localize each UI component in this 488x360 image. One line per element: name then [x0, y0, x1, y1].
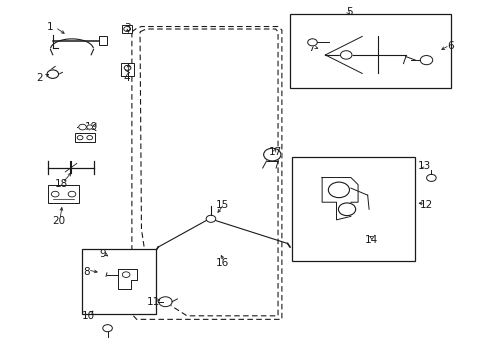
Bar: [289, 14, 449, 88]
Text: 18: 18: [55, 179, 68, 189]
Text: 6: 6: [447, 41, 453, 51]
Text: 12: 12: [419, 200, 432, 210]
Circle shape: [159, 297, 172, 307]
Text: 2: 2: [36, 73, 42, 83]
Bar: [81, 249, 156, 314]
Bar: [99, 36, 107, 45]
Text: 8: 8: [83, 267, 89, 277]
Text: 16: 16: [216, 258, 229, 268]
Circle shape: [419, 55, 432, 65]
Circle shape: [87, 136, 92, 140]
Text: 3: 3: [123, 23, 130, 33]
Text: 4: 4: [123, 73, 130, 83]
Bar: [292, 157, 414, 261]
Circle shape: [102, 325, 112, 332]
Bar: [75, 133, 94, 142]
Circle shape: [340, 51, 351, 59]
Polygon shape: [117, 269, 137, 289]
Text: 14: 14: [364, 235, 377, 245]
Text: 10: 10: [82, 311, 95, 321]
Circle shape: [87, 125, 92, 129]
Circle shape: [77, 136, 83, 140]
Text: 5: 5: [346, 8, 352, 17]
Text: 19: 19: [84, 122, 98, 132]
Text: 17: 17: [268, 147, 282, 157]
Text: 1: 1: [47, 22, 54, 32]
Text: 13: 13: [417, 161, 430, 171]
Circle shape: [68, 191, 76, 197]
Text: 11: 11: [146, 297, 160, 307]
Text: 20: 20: [52, 216, 65, 226]
Circle shape: [47, 70, 59, 78]
Circle shape: [327, 182, 349, 198]
Text: 15: 15: [216, 200, 229, 210]
Bar: [122, 25, 132, 33]
Text: 7: 7: [307, 43, 314, 53]
Circle shape: [51, 191, 59, 197]
Circle shape: [122, 272, 130, 278]
Bar: [121, 63, 134, 76]
Circle shape: [206, 215, 215, 222]
Circle shape: [338, 203, 355, 216]
Bar: [48, 185, 79, 203]
Circle shape: [426, 174, 435, 181]
Circle shape: [307, 39, 317, 46]
Text: 9: 9: [100, 249, 106, 259]
Polygon shape: [322, 177, 357, 220]
Circle shape: [263, 148, 280, 161]
Circle shape: [79, 124, 86, 130]
